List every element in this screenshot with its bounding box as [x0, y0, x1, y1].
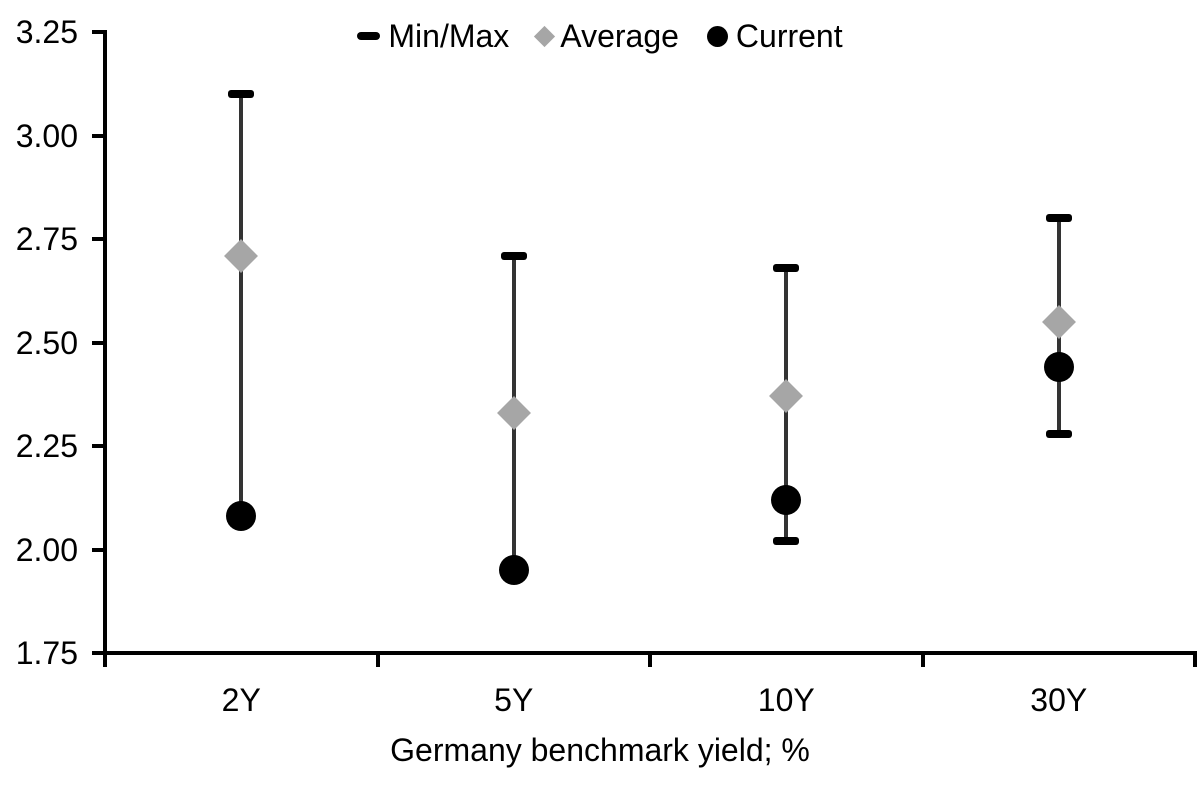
x-category-label-10Y: 10Y [757, 682, 815, 718]
y-tick-label: 2.75 [15, 221, 78, 257]
y-tick-label: 3.25 [15, 14, 78, 50]
max-cap-10Y [773, 263, 800, 272]
max-cap-30Y [1045, 214, 1072, 223]
x-tick [103, 653, 107, 667]
y-tick [92, 237, 105, 241]
y-tick [92, 30, 105, 34]
x-tick [648, 653, 652, 667]
x-category-label-30Y: 30Y [1030, 682, 1088, 718]
legend-current-circle-icon [706, 25, 728, 47]
y-tick-label: 2.00 [15, 531, 78, 568]
x-axis-title: Germany benchmark yield; % [390, 732, 810, 768]
current-marker-5Y [498, 555, 529, 586]
x-tick [920, 653, 925, 667]
y-tick-label: 2.25 [15, 428, 78, 464]
current-marker-30Y [1043, 352, 1074, 383]
legend-label-minmax: Min/Max [388, 18, 510, 54]
max-cap-5Y [500, 251, 527, 260]
min-cap-10Y [773, 537, 800, 546]
min-cap-30Y [1045, 429, 1072, 438]
chart-legend: Min/Max Average Current [0, 17, 1200, 55]
y-tick [92, 444, 105, 448]
average-marker-2Y [224, 238, 259, 273]
current-marker-10Y [771, 484, 802, 515]
x-category-label-5Y: 5Y [494, 682, 534, 718]
legend-label-average: Average [560, 18, 679, 54]
minmax-whisker-2Y [239, 94, 244, 517]
y-tick [92, 547, 105, 552]
legend-item-minmax: Min/Max [357, 17, 509, 55]
y-tick-label: 3.00 [15, 117, 78, 154]
legend-item-current: Current [706, 17, 843, 55]
y-axis-line [103, 30, 107, 655]
y-tick [92, 651, 105, 655]
x-tick [1193, 653, 1197, 667]
average-marker-5Y [496, 395, 531, 430]
y-tick-label: 2.50 [15, 324, 78, 361]
legend-minmax-dash-icon [357, 32, 381, 40]
legend-item-average: Average [534, 17, 679, 55]
x-tick [375, 653, 380, 667]
x-category-label-2Y: 2Y [221, 682, 261, 718]
average-marker-30Y [1041, 304, 1076, 339]
average-marker-10Y [769, 379, 804, 414]
y-tick [92, 340, 105, 345]
max-cap-2Y [228, 90, 255, 99]
y-tick-label: 1.75 [15, 635, 78, 671]
legend-label-current: Current [735, 18, 843, 54]
y-tick [92, 133, 105, 138]
current-marker-2Y [226, 501, 257, 532]
